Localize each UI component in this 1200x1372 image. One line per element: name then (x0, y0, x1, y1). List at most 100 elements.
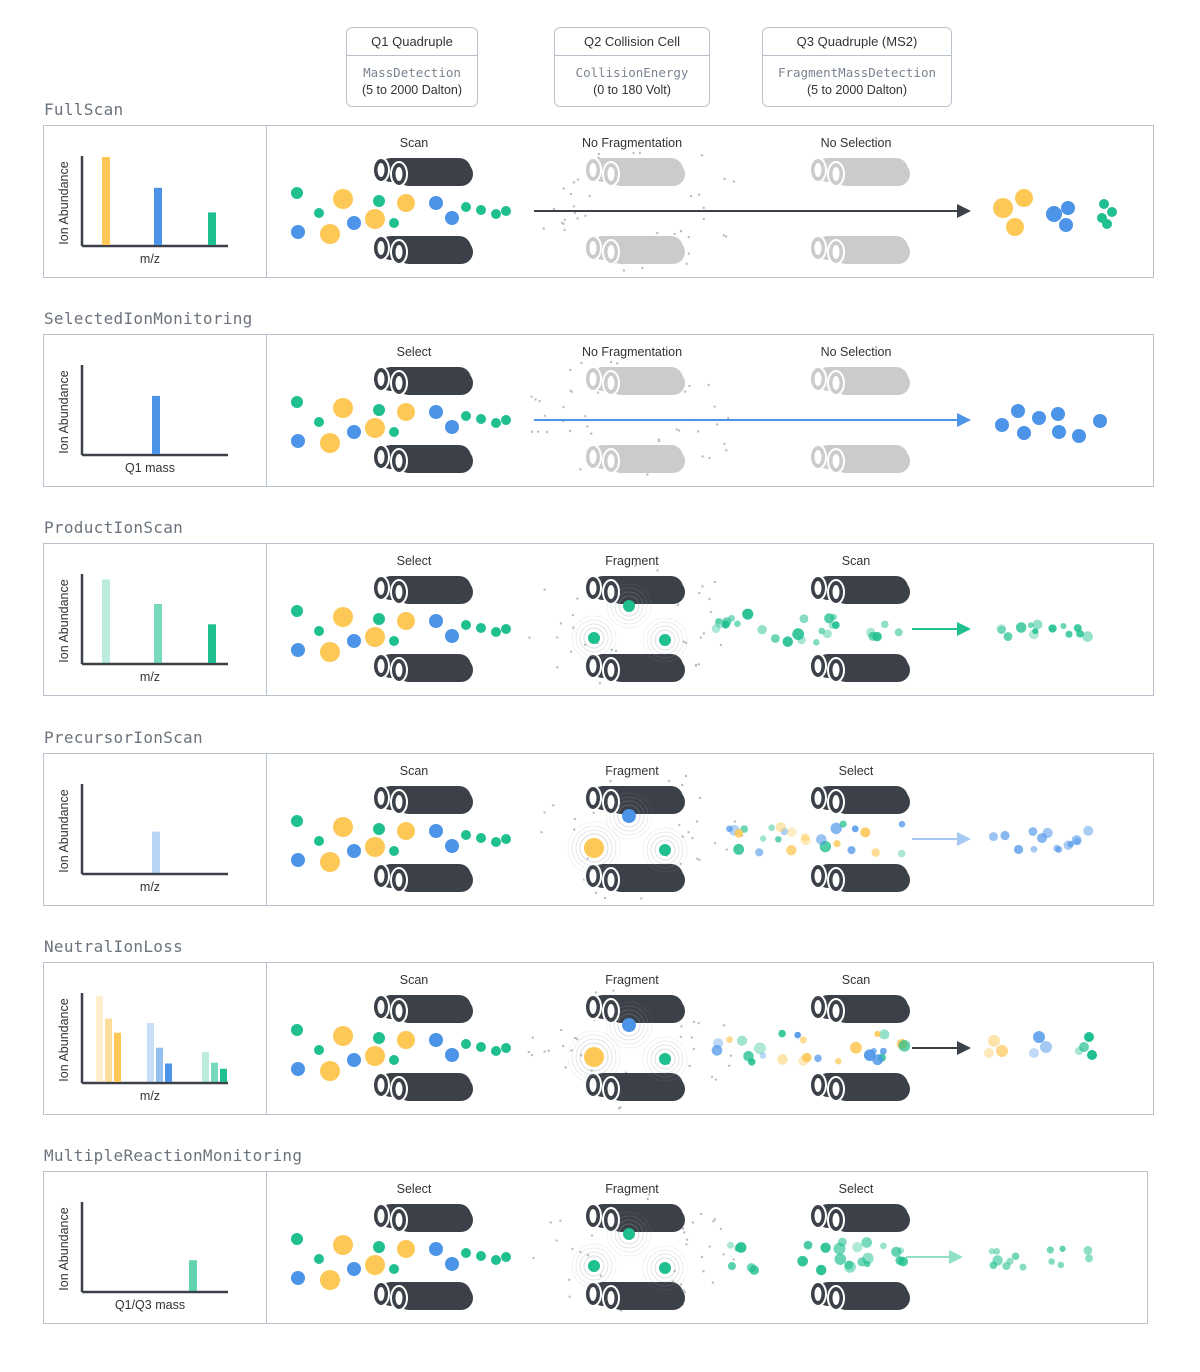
rod-end-inner (607, 795, 615, 809)
ion-dot (397, 194, 415, 212)
ion-dot (1015, 189, 1033, 207)
gas-particle (543, 811, 546, 814)
ion-dot (1040, 1041, 1052, 1053)
stage-parameter: MassDetection (363, 65, 461, 80)
rod-end-inner (377, 581, 385, 595)
rod-end-inner (589, 1078, 597, 1092)
gas-particle (700, 154, 704, 157)
ion-dot (794, 1031, 801, 1039)
gas-particle (562, 222, 565, 226)
ion-dot (847, 846, 856, 855)
gas-particle (562, 405, 565, 409)
ion-dot (347, 1262, 361, 1276)
ion-dot (850, 1041, 862, 1054)
q3-rods-bottom (809, 1072, 910, 1102)
ion-dot (1029, 1048, 1039, 1058)
ion-dot (347, 425, 361, 439)
stage-header-q1: Q1 Quadruple MassDetection (5 to 2000 Da… (346, 27, 478, 107)
ion-dot (373, 195, 385, 207)
gas-particle (572, 205, 576, 208)
ion-dot (834, 1057, 842, 1065)
stage-label-q1: Scan (400, 136, 429, 150)
rod-body (834, 1208, 910, 1232)
rod-end-inner (814, 1287, 822, 1301)
ion-dot (333, 1235, 353, 1255)
q3-rods-bottom (809, 1281, 910, 1311)
rod-end-inner (607, 1004, 615, 1018)
ion-dot (461, 1248, 471, 1258)
ion-dot (476, 205, 486, 215)
ion-dot (860, 827, 871, 838)
ion-dot (743, 1050, 754, 1062)
gas-particle (732, 1258, 735, 1261)
ion-dot (291, 225, 305, 239)
y-axis-label: Ion Abundance (57, 370, 71, 453)
ion-dot (397, 612, 415, 630)
mode-panel: Ion Abundance m/z Scan No Fragmentation No S… (43, 125, 1154, 278)
gas-particle (687, 236, 690, 239)
gas-particle (698, 591, 701, 595)
gas-particle (688, 1064, 691, 1068)
mode-diagram: Ion Abundance m/z Select Fragment Scan (57, 554, 1093, 685)
ion-dot (726, 1241, 735, 1249)
gas-particle (692, 1020, 696, 1024)
mode-panel: Ion Abundance m/z Select Fragment Scan (43, 543, 1154, 696)
gas-particle (579, 1250, 582, 1254)
ion-dot (777, 1054, 788, 1065)
ion-dot (815, 1264, 827, 1276)
q1-rods-bottom (372, 1281, 473, 1311)
ion-dot (389, 1264, 399, 1274)
ion-dot (800, 835, 811, 846)
gas-particle (682, 640, 685, 643)
ion-dot (1082, 631, 1093, 642)
ion-dot (996, 624, 1007, 634)
q1-rods-top (372, 575, 473, 605)
gas-particle (692, 1047, 696, 1051)
ion-dot (429, 1033, 443, 1047)
ion-dot (799, 1036, 807, 1044)
gas-particle (710, 1075, 714, 1079)
q1-rods-top (372, 785, 473, 815)
ion-dot (588, 1260, 600, 1272)
collision-ring (650, 625, 680, 655)
ion-dot (726, 825, 733, 833)
gas-particle (681, 1227, 685, 1230)
gas-particle (657, 438, 661, 441)
gas-particle (697, 193, 701, 196)
ion-dot (782, 636, 794, 647)
rod-end-inner (395, 1291, 403, 1305)
rod-end-inner (589, 1000, 597, 1014)
gas-particle (609, 780, 612, 783)
stage-title: Q3 Quadruple (MS2) (763, 28, 951, 56)
rod-body (834, 1077, 910, 1101)
ion-dot (1067, 840, 1074, 848)
rod-end-inner (589, 450, 597, 464)
rod-end-inner (832, 376, 840, 390)
rod-end-inner (377, 450, 385, 464)
mode-diagram: Ion Abundance Q1 mass Select No Fragmentati… (57, 345, 1107, 476)
gas-particle (538, 399, 541, 403)
gas-particle (540, 830, 543, 834)
rod-end-inner (814, 659, 822, 673)
spectrum-bar (208, 212, 216, 245)
ion-dot (1057, 1261, 1065, 1269)
gas-particle (572, 181, 576, 184)
ion-dot (824, 613, 835, 624)
collision-ring (613, 1009, 645, 1041)
gas-particle (617, 1107, 621, 1110)
collision-ring (646, 1249, 684, 1287)
ion-dot (834, 1253, 847, 1265)
q3-rods-bottom (809, 444, 910, 474)
q2-rods-bottom (584, 863, 685, 893)
gas-particle (584, 214, 587, 217)
rod-end-inner (395, 795, 403, 809)
ion-dot (880, 1242, 887, 1250)
q2-rods-top (584, 575, 685, 605)
gas-particle (632, 151, 635, 155)
ion-dot (1042, 827, 1053, 839)
ion-dot (833, 840, 841, 848)
ion-dot (429, 405, 443, 419)
rod-end-inner (832, 1291, 840, 1305)
gas-particle (657, 352, 661, 355)
gas-particle (722, 1024, 726, 1027)
